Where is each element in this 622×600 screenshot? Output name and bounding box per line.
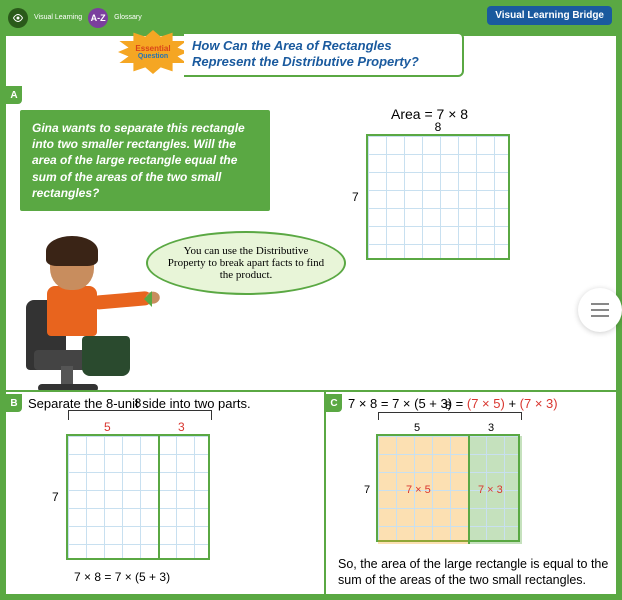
label-7x3: 7 × 3	[478, 484, 503, 496]
badge-line1: Essential	[135, 45, 170, 53]
glossary-icon[interactable]: A-Z	[88, 8, 108, 28]
dim-8-b: 8	[135, 396, 142, 410]
dim-5-b: 5	[104, 420, 111, 434]
dim-8-a: 8	[435, 120, 442, 134]
badge-line2: Question	[138, 53, 168, 60]
dim-8-c: 8	[445, 400, 451, 412]
equation-b: 7 × 8 = 7 × (5 + 3)	[74, 570, 170, 584]
visual-learning-label: Visual Learning	[34, 14, 82, 22]
equation-c: 7 × 8 = 7 × (5 + 3) = (7 × 5) + (7 × 3)	[348, 396, 558, 411]
problem-statement: Gina wants to separate this rectangle in…	[20, 110, 270, 211]
menu-button[interactable]	[578, 288, 622, 332]
essential-question-badge: Essential Question	[118, 30, 188, 74]
panel-label-c: C	[326, 394, 342, 412]
speech-bubble: You can use the Distributive Property to…	[146, 231, 346, 295]
area-equation-a: Area = 7 × 8	[391, 106, 468, 122]
dim-5-c: 5	[414, 422, 420, 434]
divider-horizontal	[6, 390, 616, 392]
dim-7-c: 7	[364, 484, 370, 496]
visual-learning-icon[interactable]	[8, 8, 28, 28]
rectangle-a: 8 7	[366, 134, 510, 260]
lesson-title-box: How Can the Area of Rectangles Represent…	[184, 32, 464, 77]
dim-3-c: 3	[488, 422, 494, 434]
main-content: Visual Learning Bridge Essential Questio…	[0, 36, 622, 600]
panel-label-b: B	[6, 394, 22, 412]
dim-7-a: 7	[352, 190, 359, 204]
label-7x5: 7 × 5	[406, 484, 431, 496]
conclusion-text: So, the area of the large rectangle is e…	[338, 556, 610, 589]
glossary-label: Glossary	[114, 14, 142, 22]
divider-vertical	[324, 390, 326, 594]
panel-label-a: A	[6, 86, 22, 104]
rectangle-b: 8 5 3 7	[66, 434, 210, 560]
dim-3-b: 3	[178, 420, 185, 434]
visual-learning-bridge-button[interactable]: Visual Learning Bridge	[487, 6, 612, 25]
lesson-title: How Can the Area of Rectangles Represent…	[192, 38, 450, 71]
rectangle-c: 8 5 3 7 7 × 5 7 × 3	[376, 434, 520, 542]
dim-7-b: 7	[52, 490, 59, 504]
